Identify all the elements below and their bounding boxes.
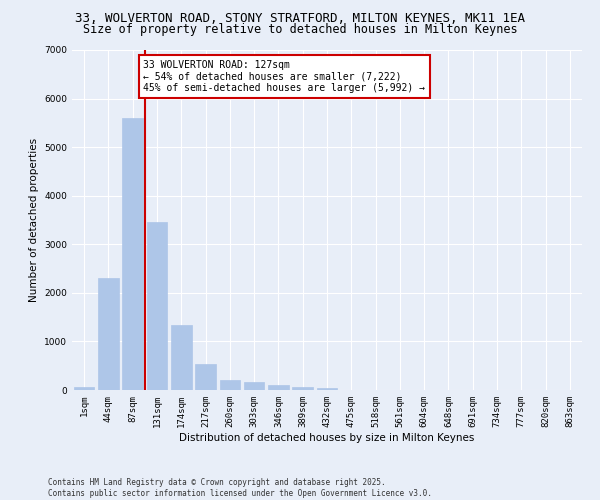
Text: Contains HM Land Registry data © Crown copyright and database right 2025.
Contai: Contains HM Land Registry data © Crown c… xyxy=(48,478,432,498)
Y-axis label: Number of detached properties: Number of detached properties xyxy=(29,138,38,302)
X-axis label: Distribution of detached houses by size in Milton Keynes: Distribution of detached houses by size … xyxy=(179,432,475,442)
Bar xyxy=(122,118,143,390)
Text: Size of property relative to detached houses in Milton Keynes: Size of property relative to detached ho… xyxy=(83,22,517,36)
Bar xyxy=(195,364,216,390)
Bar xyxy=(74,386,94,390)
Bar xyxy=(292,387,313,390)
Text: 33 WOLVERTON ROAD: 127sqm
← 54% of detached houses are smaller (7,222)
45% of se: 33 WOLVERTON ROAD: 127sqm ← 54% of detac… xyxy=(143,60,425,94)
Bar xyxy=(220,380,240,390)
Bar xyxy=(268,385,289,390)
Text: 33, WOLVERTON ROAD, STONY STRATFORD, MILTON KEYNES, MK11 1EA: 33, WOLVERTON ROAD, STONY STRATFORD, MIL… xyxy=(75,12,525,26)
Bar xyxy=(146,222,167,390)
Bar xyxy=(317,388,337,390)
Bar xyxy=(171,326,191,390)
Bar xyxy=(244,382,265,390)
Bar xyxy=(98,278,119,390)
